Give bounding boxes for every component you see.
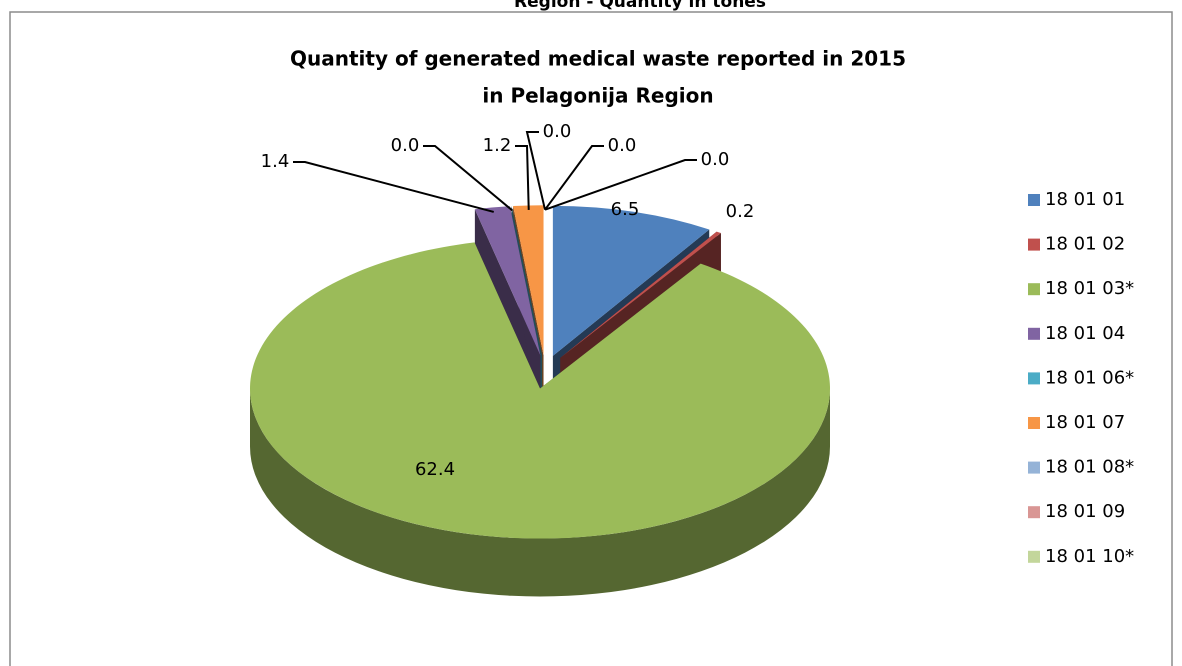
data-label: 1.2	[483, 135, 512, 156]
data-label: 1.4	[261, 151, 290, 172]
legend-swatch	[1028, 283, 1040, 296]
legend-label: 18 01 06*	[1045, 367, 1134, 388]
legend-label: 18 01 10*	[1045, 546, 1134, 567]
legend-label: 18 01 03*	[1045, 278, 1134, 299]
data-label: 0.0	[543, 121, 572, 142]
data-label: 62.4	[415, 459, 455, 480]
chart-title: in Pelagonija Region	[482, 84, 713, 108]
caption: Region - Quantity in tones	[514, 0, 766, 12]
legend-swatch	[1028, 238, 1040, 251]
leader-line	[515, 145, 530, 210]
legend-swatch	[1028, 461, 1040, 474]
slice	[513, 205, 544, 356]
legend-swatch	[1028, 550, 1040, 563]
data-label: 0.0	[701, 149, 730, 170]
leader-line	[544, 145, 604, 211]
data-label: 0.0	[608, 135, 637, 156]
leader-line	[423, 145, 514, 212]
slice	[474, 206, 541, 356]
slice	[250, 242, 831, 539]
data-label: 0.2	[726, 201, 755, 222]
slice	[560, 231, 721, 358]
legend-label: 18 01 01	[1045, 189, 1125, 210]
legend-swatch	[1028, 327, 1040, 340]
leader-line	[544, 159, 697, 211]
slice	[552, 205, 710, 356]
data-label: 0.0	[391, 135, 420, 156]
chart-title: Quantity of generated medical waste repo…	[290, 47, 906, 71]
legend-label: 18 01 02	[1045, 234, 1125, 255]
legend-swatch	[1028, 506, 1040, 519]
legend-swatch	[1028, 417, 1040, 429]
data-label: 6.5	[611, 199, 640, 220]
legend-label: 18 01 09	[1045, 501, 1125, 522]
legend-label: 18 01 08*	[1045, 457, 1134, 478]
legend-label: 18 01 07	[1045, 412, 1125, 433]
legend-swatch	[1028, 194, 1040, 206]
leader-line	[525, 131, 546, 210]
legend-swatch	[1028, 372, 1040, 385]
leader-line	[293, 161, 494, 213]
legend-label: 18 01 04	[1045, 323, 1125, 344]
slice-side	[250, 388, 830, 597]
